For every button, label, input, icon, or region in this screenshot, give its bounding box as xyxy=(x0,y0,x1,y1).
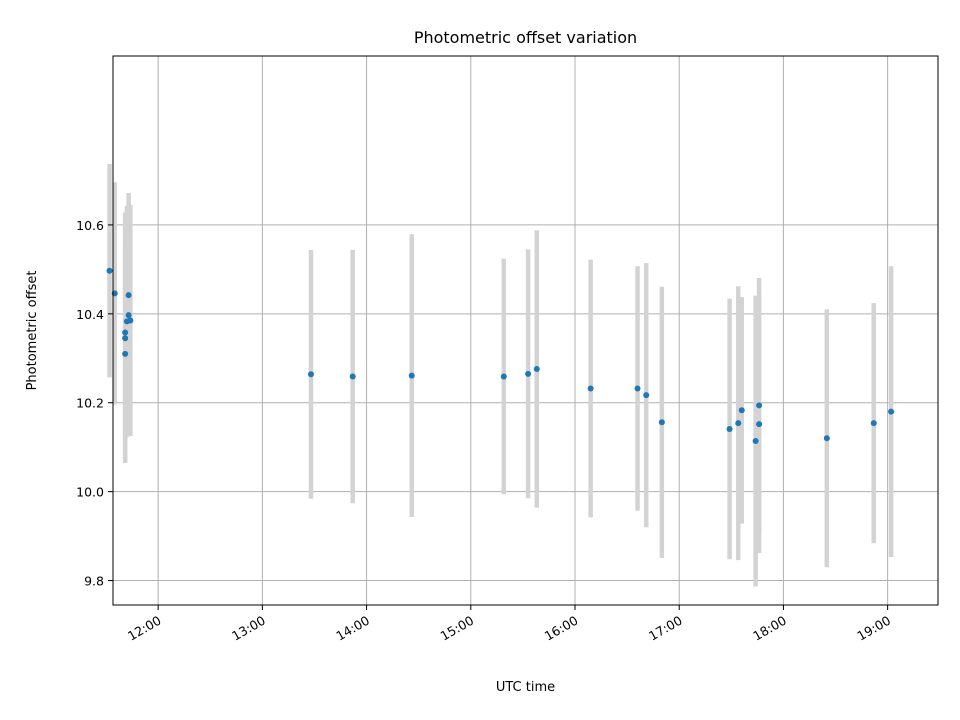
x-tick-label: 15:00 xyxy=(438,613,477,644)
data-point xyxy=(525,370,532,377)
data-point xyxy=(658,419,665,426)
data-point xyxy=(408,372,415,379)
x-tick-label: 13:00 xyxy=(229,613,268,644)
plot-frame xyxy=(112,55,939,606)
grid-lines xyxy=(113,56,938,605)
y-tick-label: 10.4 xyxy=(76,307,104,322)
data-point xyxy=(349,373,356,380)
data-point xyxy=(587,385,594,392)
data-point xyxy=(125,292,132,299)
x-tick-label: 16:00 xyxy=(542,613,581,644)
x-tick-label: 19:00 xyxy=(854,613,893,644)
y-tick-label: 9.8 xyxy=(84,574,104,589)
error-bars xyxy=(107,164,894,587)
data-point xyxy=(888,408,895,415)
data-point xyxy=(643,392,650,399)
data-point xyxy=(756,421,763,428)
data-points xyxy=(106,267,895,444)
data-point xyxy=(726,425,733,432)
data-point xyxy=(533,365,540,372)
x-tick-label: 14:00 xyxy=(333,613,372,644)
axis-ticks: 12:00 13:00 14:00 15:00 16:00 17:00 18:00 19:00… xyxy=(76,218,893,644)
y-tick-label: 10.0 xyxy=(76,485,104,500)
data-point xyxy=(738,407,745,414)
data-point xyxy=(500,373,507,380)
data-point xyxy=(122,350,129,357)
data-point xyxy=(752,437,759,444)
x-tick-label: 12:00 xyxy=(125,613,164,644)
data-point xyxy=(122,329,129,336)
data-point xyxy=(870,420,877,427)
data-point xyxy=(122,335,129,342)
chart-title: Photometric offset variation xyxy=(414,28,637,47)
data-point xyxy=(308,371,314,378)
data-point xyxy=(127,317,134,324)
x-tick-label: 18:00 xyxy=(750,613,789,644)
y-tick-label: 10.2 xyxy=(76,396,104,411)
data-point xyxy=(756,402,763,409)
data-point xyxy=(106,267,113,274)
x-axis-label: UTC time xyxy=(496,680,555,695)
data-point xyxy=(823,435,830,442)
data-point xyxy=(125,312,132,319)
data-point xyxy=(735,420,742,427)
x-tick-label: 17:00 xyxy=(646,613,685,644)
data-point xyxy=(634,385,641,392)
y-tick-label: 10.6 xyxy=(76,218,104,233)
y-axis-label: Photometric offset xyxy=(25,271,40,391)
